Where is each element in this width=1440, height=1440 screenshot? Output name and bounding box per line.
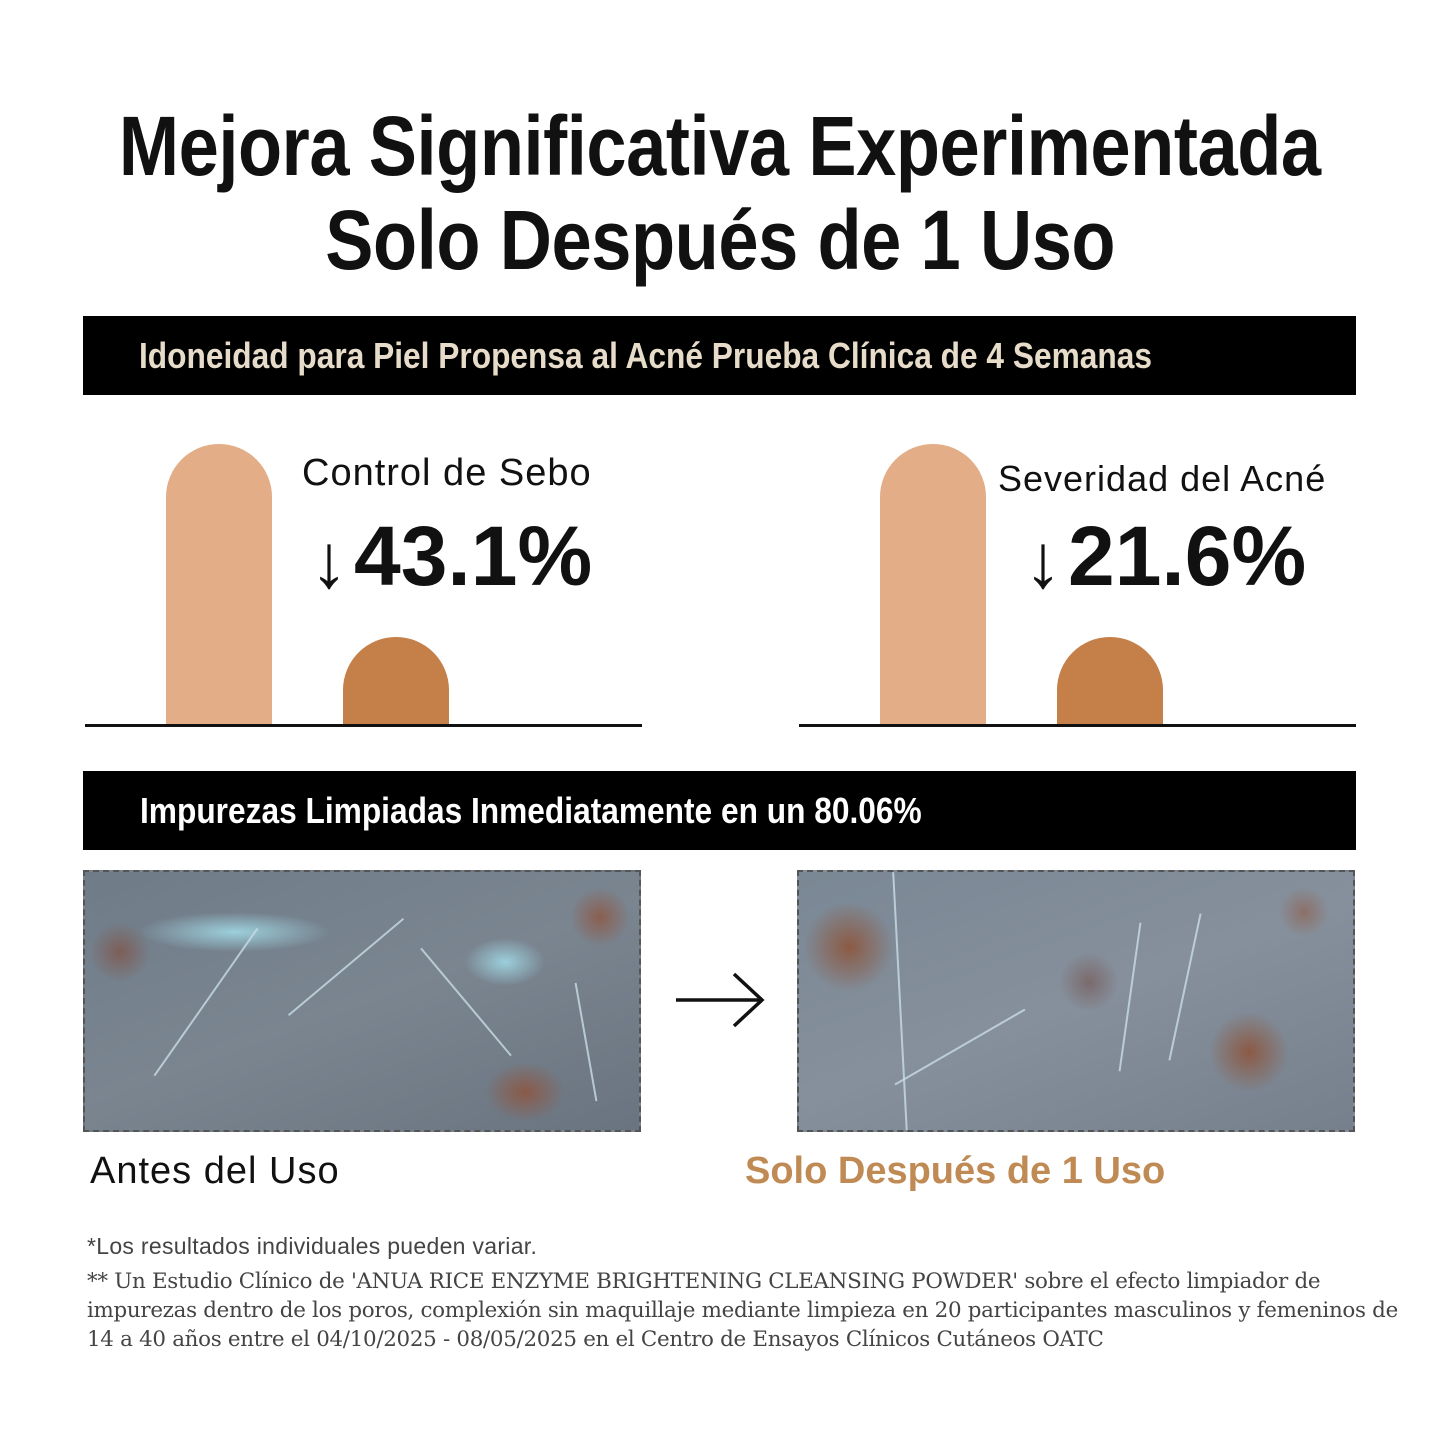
disclaimer-note: *Los resultados individuales pueden vari… [87, 1233, 538, 1259]
arrow-right-icon [676, 972, 765, 1028]
bar-before [166, 444, 272, 724]
down-arrow-icon: ↓ [1024, 519, 1062, 604]
caption-after: Solo Después de 1 Uso [745, 1150, 1166, 1192]
bar-after [343, 637, 449, 724]
metric-value: ↓ 21.6% [1024, 508, 1306, 605]
chart-baseline [85, 724, 642, 727]
bar-after [1057, 637, 1163, 724]
study-footnote: ** Un Estudio Clínico de 'ANUA RICE ENZY… [87, 1269, 1398, 1352]
bar-before [880, 444, 986, 724]
page-title-line-2: Solo Después de 1 Uso [325, 193, 1115, 287]
metric-label: Control de Sebo [302, 452, 592, 494]
chart-acne-severity: Severidad del Acné ↓ 21.6% [799, 420, 1356, 730]
skin-photo-after [797, 870, 1355, 1132]
section-heading-clinical-test: Idoneidad para Piel Propensa al Acné Pru… [83, 316, 1356, 395]
skin-photo-before [83, 870, 641, 1132]
metric-value: ↓ 43.1% [310, 508, 592, 605]
chart-sebum-control: Control de Sebo ↓ 43.1% [85, 420, 642, 730]
page-title-line-1: Mejora Significativa Experimentada [119, 99, 1321, 193]
chart-baseline [799, 724, 1356, 727]
caption-before: Antes del Uso [90, 1150, 340, 1192]
metric-value-text: 43.1% [354, 509, 593, 603]
down-arrow-icon: ↓ [310, 519, 348, 604]
metric-value-text: 21.6% [1068, 509, 1307, 603]
metric-label: Severidad del Acné [998, 458, 1327, 499]
section-heading-impurities: Impurezas Limpiadas Inmediatamente en un… [83, 771, 1356, 850]
